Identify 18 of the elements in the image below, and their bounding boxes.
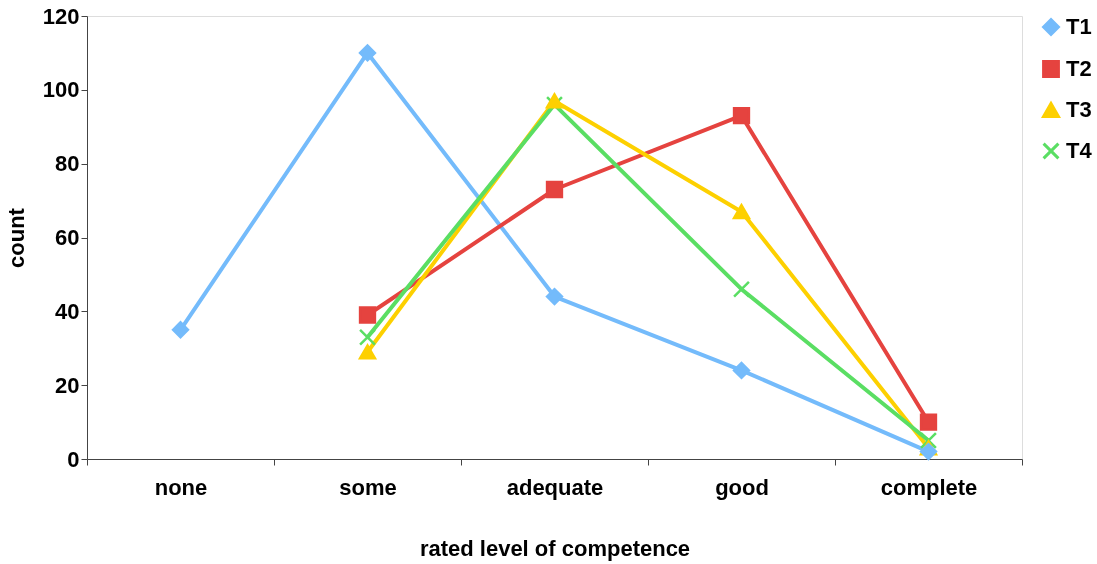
legend-label: T2 [1066, 56, 1092, 81]
y-tick-label: 0 [67, 446, 80, 472]
y-tick-label: 120 [42, 3, 80, 29]
x-tick-label: some [339, 474, 397, 500]
x-tick-label: good [715, 474, 769, 500]
legend-label: T1 [1066, 14, 1092, 39]
y-tick-label: 80 [55, 151, 80, 177]
y-axis-title: count [3, 207, 29, 268]
x-tick-label: complete [880, 474, 978, 500]
x-tick-label: none [154, 474, 208, 500]
x-tick-label: adequate [506, 474, 604, 500]
legend-label: T4 [1066, 138, 1093, 163]
x-axis-title: rated level of competence [419, 535, 691, 561]
y-tick-label: 40 [55, 298, 80, 324]
legend-label: T3 [1066, 97, 1092, 122]
y-tick-label: 100 [42, 77, 80, 103]
y-tick-label: 60 [55, 225, 80, 250]
y-tick-label: 20 [55, 372, 80, 398]
